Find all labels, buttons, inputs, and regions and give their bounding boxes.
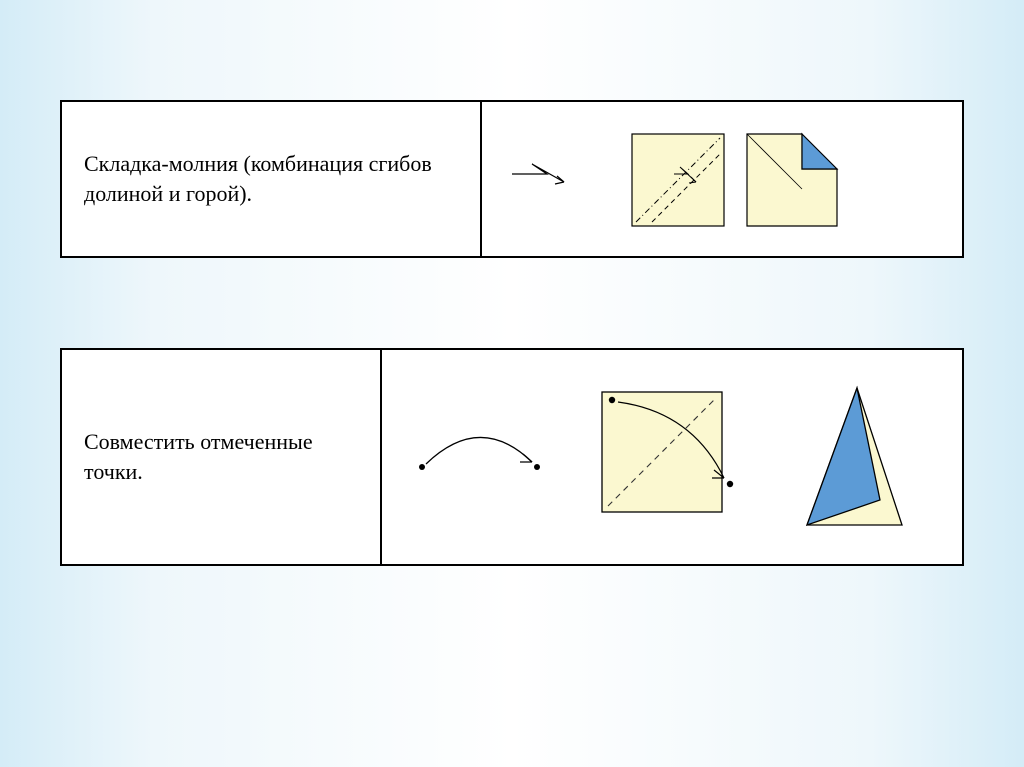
row-label: Совместить отмеченные точки. — [84, 427, 362, 486]
align-points-diagram — [392, 362, 952, 552]
description-cell: Складка-молния (комбинация сгибов долино… — [62, 102, 482, 256]
diagram-cell — [482, 102, 962, 256]
table-row: Складка-молния (комбинация сгибов долино… — [60, 100, 964, 258]
table-row: Совместить отмеченные точки. — [60, 348, 964, 566]
zigzag-fold-diagram — [492, 114, 932, 244]
description-cell: Совместить отмеченные точки. — [62, 350, 382, 564]
diagram-cell — [382, 350, 962, 564]
row-label: Складка-молния (комбинация сгибов долино… — [84, 149, 462, 208]
